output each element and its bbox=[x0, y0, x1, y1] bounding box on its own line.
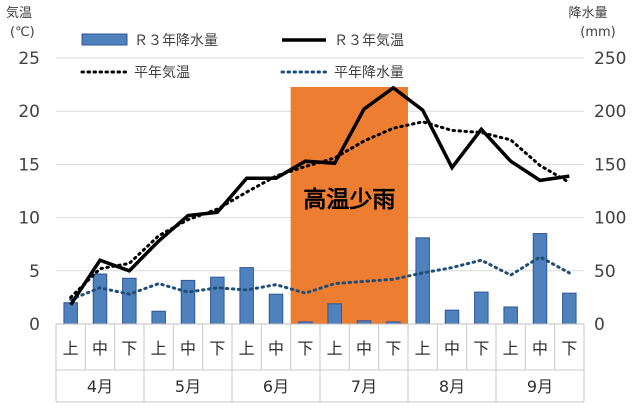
category-outer-0: 4月 bbox=[87, 377, 113, 396]
category-inner-2: 下 bbox=[121, 339, 137, 358]
y-right-tick-1: 50 bbox=[594, 262, 616, 282]
category-inner-13: 中 bbox=[444, 339, 460, 358]
bar-12 bbox=[415, 237, 430, 325]
y-left-tick-0: 0 bbox=[29, 315, 40, 335]
bar-5 bbox=[210, 276, 225, 325]
y-left-tick-3: 15 bbox=[18, 155, 40, 175]
category-inner-16: 中 bbox=[532, 339, 548, 358]
highlight-label: 高温少雨 bbox=[303, 186, 395, 213]
category-outer-2: 6月 bbox=[263, 377, 289, 396]
bar-14 bbox=[474, 291, 489, 325]
bar-6 bbox=[239, 267, 254, 325]
y-right-label: 降水量 bbox=[568, 6, 607, 21]
y-left-tick-2: 10 bbox=[18, 209, 40, 229]
category-outer-3: 7月 bbox=[351, 377, 377, 396]
category-inner-8: 下 bbox=[297, 339, 313, 358]
category-inner-3: 上 bbox=[151, 339, 167, 358]
bar-4 bbox=[180, 279, 196, 325]
category-inner-4: 中 bbox=[180, 339, 196, 358]
category-outer-1: 5月 bbox=[175, 377, 201, 396]
category-inner-1: 中 bbox=[92, 339, 108, 358]
y-left-label: 気温 bbox=[6, 5, 32, 21]
category-outer-5: 9月 bbox=[527, 377, 553, 396]
bar-7 bbox=[268, 293, 284, 325]
line-normal-precip bbox=[69, 255, 571, 301]
line-series-layer bbox=[69, 85, 571, 306]
bar-0 bbox=[63, 302, 78, 325]
legend-label-normal-temp: 平年気温 bbox=[134, 65, 190, 81]
bar-9 bbox=[327, 303, 342, 325]
category-inner-14: 下 bbox=[473, 339, 489, 358]
category-inner-9: 上 bbox=[327, 339, 343, 358]
y-left-unit: (℃) bbox=[10, 25, 35, 40]
bar-2 bbox=[122, 277, 137, 325]
category-inner-7: 中 bbox=[268, 339, 284, 358]
legend-label-normal-precip: 平年降水量 bbox=[334, 65, 404, 81]
legend-label-r3-temp: Ｒ３年気温 bbox=[334, 33, 404, 49]
category-inner-15: 上 bbox=[503, 339, 519, 358]
bar-16 bbox=[532, 233, 548, 325]
category-outer-4: 8月 bbox=[439, 377, 465, 396]
highlight-layer: 高温少雨 bbox=[290, 87, 408, 324]
line-r3-temp bbox=[69, 85, 570, 306]
category-inner-17: 下 bbox=[561, 339, 577, 358]
bar-3 bbox=[151, 310, 166, 325]
y-right-tick-2: 100 bbox=[594, 209, 626, 229]
y-right-tick-5: 250 bbox=[594, 49, 626, 69]
y-right-tick-0: 0 bbox=[594, 315, 605, 335]
y-left-tick-4: 20 bbox=[18, 102, 40, 122]
bar-17 bbox=[562, 292, 577, 325]
legend-label-r3-precip: Ｒ３年降水量 bbox=[134, 33, 218, 49]
category-inner-0: 上 bbox=[63, 339, 79, 358]
y-right-tick-3: 150 bbox=[594, 155, 626, 175]
bar-13 bbox=[444, 309, 460, 325]
category-inner-11: 下 bbox=[385, 339, 401, 358]
highlight-band bbox=[290, 87, 408, 324]
bar-1 bbox=[92, 273, 108, 325]
y-left-tick-1: 5 bbox=[29, 262, 40, 282]
y-left-tick-5: 25 bbox=[18, 49, 40, 69]
category-inner-5: 下 bbox=[209, 339, 225, 358]
legend-swatch-bar bbox=[81, 33, 128, 46]
category-inner-12: 上 bbox=[415, 339, 431, 358]
y-right-unit: (mm) bbox=[580, 25, 615, 40]
category-inner-6: 上 bbox=[239, 339, 255, 358]
category-inner-10: 中 bbox=[356, 339, 372, 358]
y-right-tick-4: 200 bbox=[594, 102, 626, 122]
category-table: 上中下上中下上中下上中下上中下上中下4月 5月 6月 7月 8月 9月 bbox=[55, 324, 585, 403]
legend: Ｒ３年降水量 Ｒ３年気温 平年気温 平年降水量 bbox=[80, 33, 404, 81]
bar-15 bbox=[503, 306, 518, 325]
